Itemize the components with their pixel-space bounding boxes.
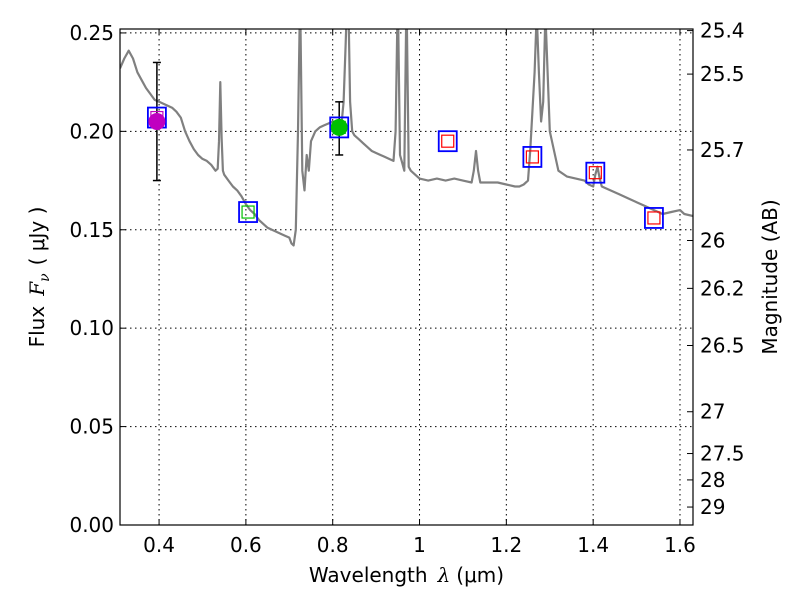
x-tick-label: 1.6 xyxy=(664,533,696,557)
model-flux-inner-square xyxy=(647,211,661,225)
mag-tick-label: 28 xyxy=(700,468,725,492)
mag-tick-label: 29 xyxy=(700,495,725,519)
x-tick-label: 0.4 xyxy=(143,533,175,557)
tick-layer: 0.4 0.6 0.8 1 1.2 1.4 1.6 0.00 0.05 0.10 0.15 0.20 0… xyxy=(69,19,744,557)
y-tick-label: 0.05 xyxy=(69,415,114,439)
right-axis-label: Magnitude (AB) xyxy=(758,199,782,354)
plot-frame xyxy=(119,28,694,526)
y-tick-label: 0.00 xyxy=(69,513,114,537)
x-axis-label: Wavelength λ (μm) xyxy=(309,563,504,587)
model-spectrum-line xyxy=(120,29,693,247)
spectrum-layer xyxy=(120,29,693,247)
y-tick-label: 0.25 xyxy=(69,21,114,45)
model-flux-square xyxy=(329,116,350,139)
x-tick-label: 0.6 xyxy=(230,533,262,557)
mag-tick-label: 26 xyxy=(700,229,725,253)
y-tick-label: 0.15 xyxy=(69,218,114,242)
mag-tick-label: 26.2 xyxy=(700,276,745,300)
x-tick-label: 1 xyxy=(413,533,426,557)
mag-tick-label: 27.5 xyxy=(700,442,745,466)
model-flux-inner-square xyxy=(241,205,255,219)
x-tick-label: 0.8 xyxy=(317,533,349,557)
model-flux-square xyxy=(644,207,664,229)
x-tick-label: 1.4 xyxy=(577,533,609,557)
model-flux-inner-square xyxy=(441,134,455,148)
marker-layer xyxy=(146,61,664,229)
y-tick-label: 0.20 xyxy=(69,119,114,143)
mag-tick-label: 25.7 xyxy=(700,138,745,162)
mag-tick-label: 25.5 xyxy=(700,62,745,86)
model-flux-square xyxy=(585,161,606,184)
detection-point xyxy=(148,113,166,131)
y-tick-label: 0.10 xyxy=(69,316,114,340)
grid-layer xyxy=(120,29,693,526)
y-axis-label: FluxFν( μJy ) xyxy=(25,207,53,348)
model-flux-square xyxy=(238,201,258,223)
model-flux-square xyxy=(522,146,543,168)
model-flux-inner-square xyxy=(588,166,602,180)
mag-tick-label: 27 xyxy=(700,400,725,424)
model-flux-inner-square xyxy=(525,150,539,164)
detection-point xyxy=(330,118,348,136)
mag-tick-label: 25.4 xyxy=(700,19,745,43)
mag-tick-label: 26.5 xyxy=(700,333,745,357)
x-tick-label: 1.2 xyxy=(490,533,522,557)
model-flux-square xyxy=(437,130,458,153)
